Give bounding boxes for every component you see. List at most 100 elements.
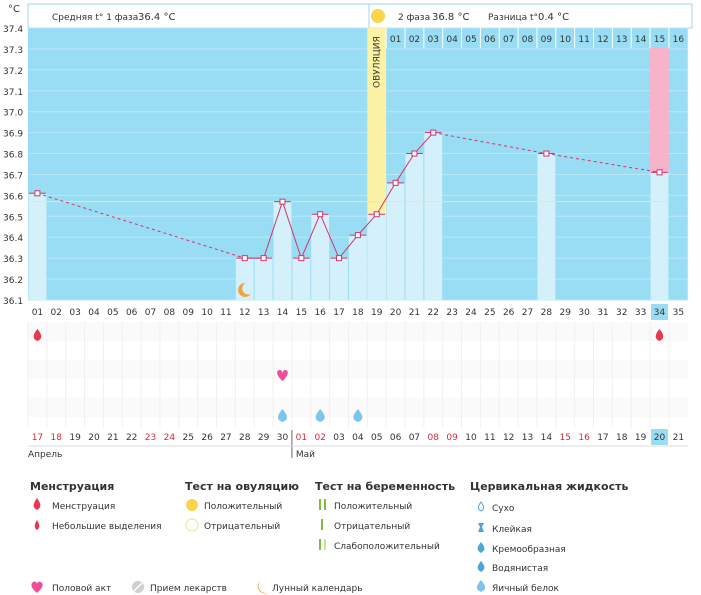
date-label: 07 xyxy=(409,433,420,443)
date-label: 19 xyxy=(635,433,647,443)
date-label: 04 xyxy=(352,433,364,443)
legend-bottom-item-2: Прием лекарств xyxy=(150,584,227,594)
date-label: 18 xyxy=(616,433,628,443)
sticky-icon xyxy=(478,523,484,532)
date-label: 18 xyxy=(51,433,63,443)
temp-bar xyxy=(292,258,311,300)
phase1-label: Средняя t° 1 фаза xyxy=(52,13,138,23)
cycle-day-label: 21 xyxy=(409,308,420,318)
cycle-day-label: 35 xyxy=(673,308,684,318)
cycle-day-label: 30 xyxy=(578,308,590,318)
cycle-day-label: 09 xyxy=(182,308,194,318)
marker-row-band xyxy=(28,417,688,436)
creamy-icon xyxy=(477,542,485,553)
cycle-day-label: 10 xyxy=(201,308,213,318)
temp-point xyxy=(317,211,324,218)
phase2-day-label: 02 xyxy=(409,35,420,45)
month-label: Май xyxy=(296,450,315,460)
temp-bar xyxy=(273,201,292,300)
legend-menstruation-title: Менструация xyxy=(30,480,114,493)
cycle-day-label: 33 xyxy=(635,308,646,318)
temp-point xyxy=(392,179,399,186)
temp-bar xyxy=(386,182,405,300)
plot-area: 36.1 36.2 36.3 36.4 36.5 36.6 36.7 36.8 36.9 37.0… xyxy=(3,25,688,307)
legend-ovulation-title: Тест на овуляцию xyxy=(185,480,299,493)
today-date-highlight xyxy=(651,429,668,445)
temp-line-segment xyxy=(395,153,415,184)
y-tick-label: 37.2 xyxy=(3,67,23,77)
cycle-day-label: 28 xyxy=(541,308,553,318)
cycle-day-label: 27 xyxy=(522,308,533,318)
moon-icon xyxy=(257,580,269,594)
cycle-day-label: 14 xyxy=(277,308,289,318)
legend-ovulation-item-2: Отрицательный xyxy=(204,522,280,532)
date-label: 21 xyxy=(673,433,684,443)
temp-point xyxy=(260,255,267,262)
cycle-day-label: 03 xyxy=(69,308,80,318)
date-label: 11 xyxy=(484,433,495,443)
egg-white-icon xyxy=(476,580,486,592)
today-day-highlight xyxy=(651,304,668,320)
phase2-day-label: 01 xyxy=(390,35,401,45)
date-label: 15 xyxy=(559,433,570,443)
date-label: 24 xyxy=(164,433,176,443)
cycle-day-label: 04 xyxy=(88,308,100,318)
cycle-day-label: 05 xyxy=(107,308,118,318)
egg-white-icon xyxy=(353,409,363,422)
date-label: 17 xyxy=(32,433,43,443)
ovulation-label: ОВУЛЯЦИЯ xyxy=(373,36,383,88)
heart-icon xyxy=(277,370,288,381)
temp-point xyxy=(656,169,663,176)
date-label: 10 xyxy=(465,433,477,443)
date-label: 02 xyxy=(314,433,325,443)
cycle-day-label: 23 xyxy=(446,308,457,318)
cycle-day-label: 20 xyxy=(390,308,402,318)
temp-bar xyxy=(367,214,386,300)
temp-point xyxy=(411,150,418,157)
date-label: 12 xyxy=(503,433,514,443)
ovulation-negative-icon xyxy=(185,518,199,532)
marker-row-band xyxy=(28,398,688,417)
cycle-day-label: 31 xyxy=(597,308,608,318)
date-label: 08 xyxy=(428,433,440,443)
date-label: 19 xyxy=(69,433,81,443)
temp-line-segment xyxy=(319,214,340,259)
cycle-day-label: 25 xyxy=(484,308,495,318)
date-label: 30 xyxy=(277,433,289,443)
legend-menstruation-item-2: Небольшие выделения xyxy=(52,522,162,532)
legend-cervical-title: Цервикальная жидкость xyxy=(470,480,628,493)
unit-label: °C xyxy=(8,4,20,15)
temp-bar xyxy=(311,214,330,300)
header: °C Средняя t° 1 фаза 36.4 °C 2 фаза 36.8… xyxy=(8,3,693,29)
temp-line-segment xyxy=(414,132,434,154)
date-label: 28 xyxy=(239,433,251,443)
month-label: Апрель xyxy=(28,450,62,460)
y-tick-label: 37.4 xyxy=(3,25,23,35)
temp-line-segment xyxy=(433,132,547,155)
cycle-day-label: 13 xyxy=(258,308,269,318)
header-box xyxy=(27,3,693,29)
legend-bottom-item-3: Лунный календарь xyxy=(272,584,363,594)
legend: Менструация Менструация Небольшие выделе… xyxy=(30,480,628,594)
date-label: 13 xyxy=(522,433,533,443)
drop-icon xyxy=(33,498,41,510)
y-tick-label: 36.2 xyxy=(3,276,23,286)
heart-icon xyxy=(31,581,43,593)
marker-row-band xyxy=(28,379,688,398)
sun-icon xyxy=(371,9,385,23)
phase2-day-label: 13 xyxy=(616,35,627,45)
temp-line-segment xyxy=(338,234,359,259)
phase2-day-label: 12 xyxy=(597,35,608,45)
legend-ovulation-item-1: Положительный xyxy=(204,502,282,512)
temp-point xyxy=(373,211,380,218)
temp-bar xyxy=(650,172,669,300)
date-label: 06 xyxy=(390,433,402,443)
phase1-value: 36.4 °C xyxy=(138,12,175,23)
legend-cervical-item-1: Сухо xyxy=(492,504,515,514)
egg-white-icon xyxy=(277,409,287,422)
temp-point xyxy=(336,255,343,262)
phase2-day-label: 15 xyxy=(654,35,665,45)
cycle-day-label: 22 xyxy=(428,308,439,318)
today-column xyxy=(650,48,669,173)
legend-bottom-item-1: Половой акт xyxy=(52,584,111,594)
